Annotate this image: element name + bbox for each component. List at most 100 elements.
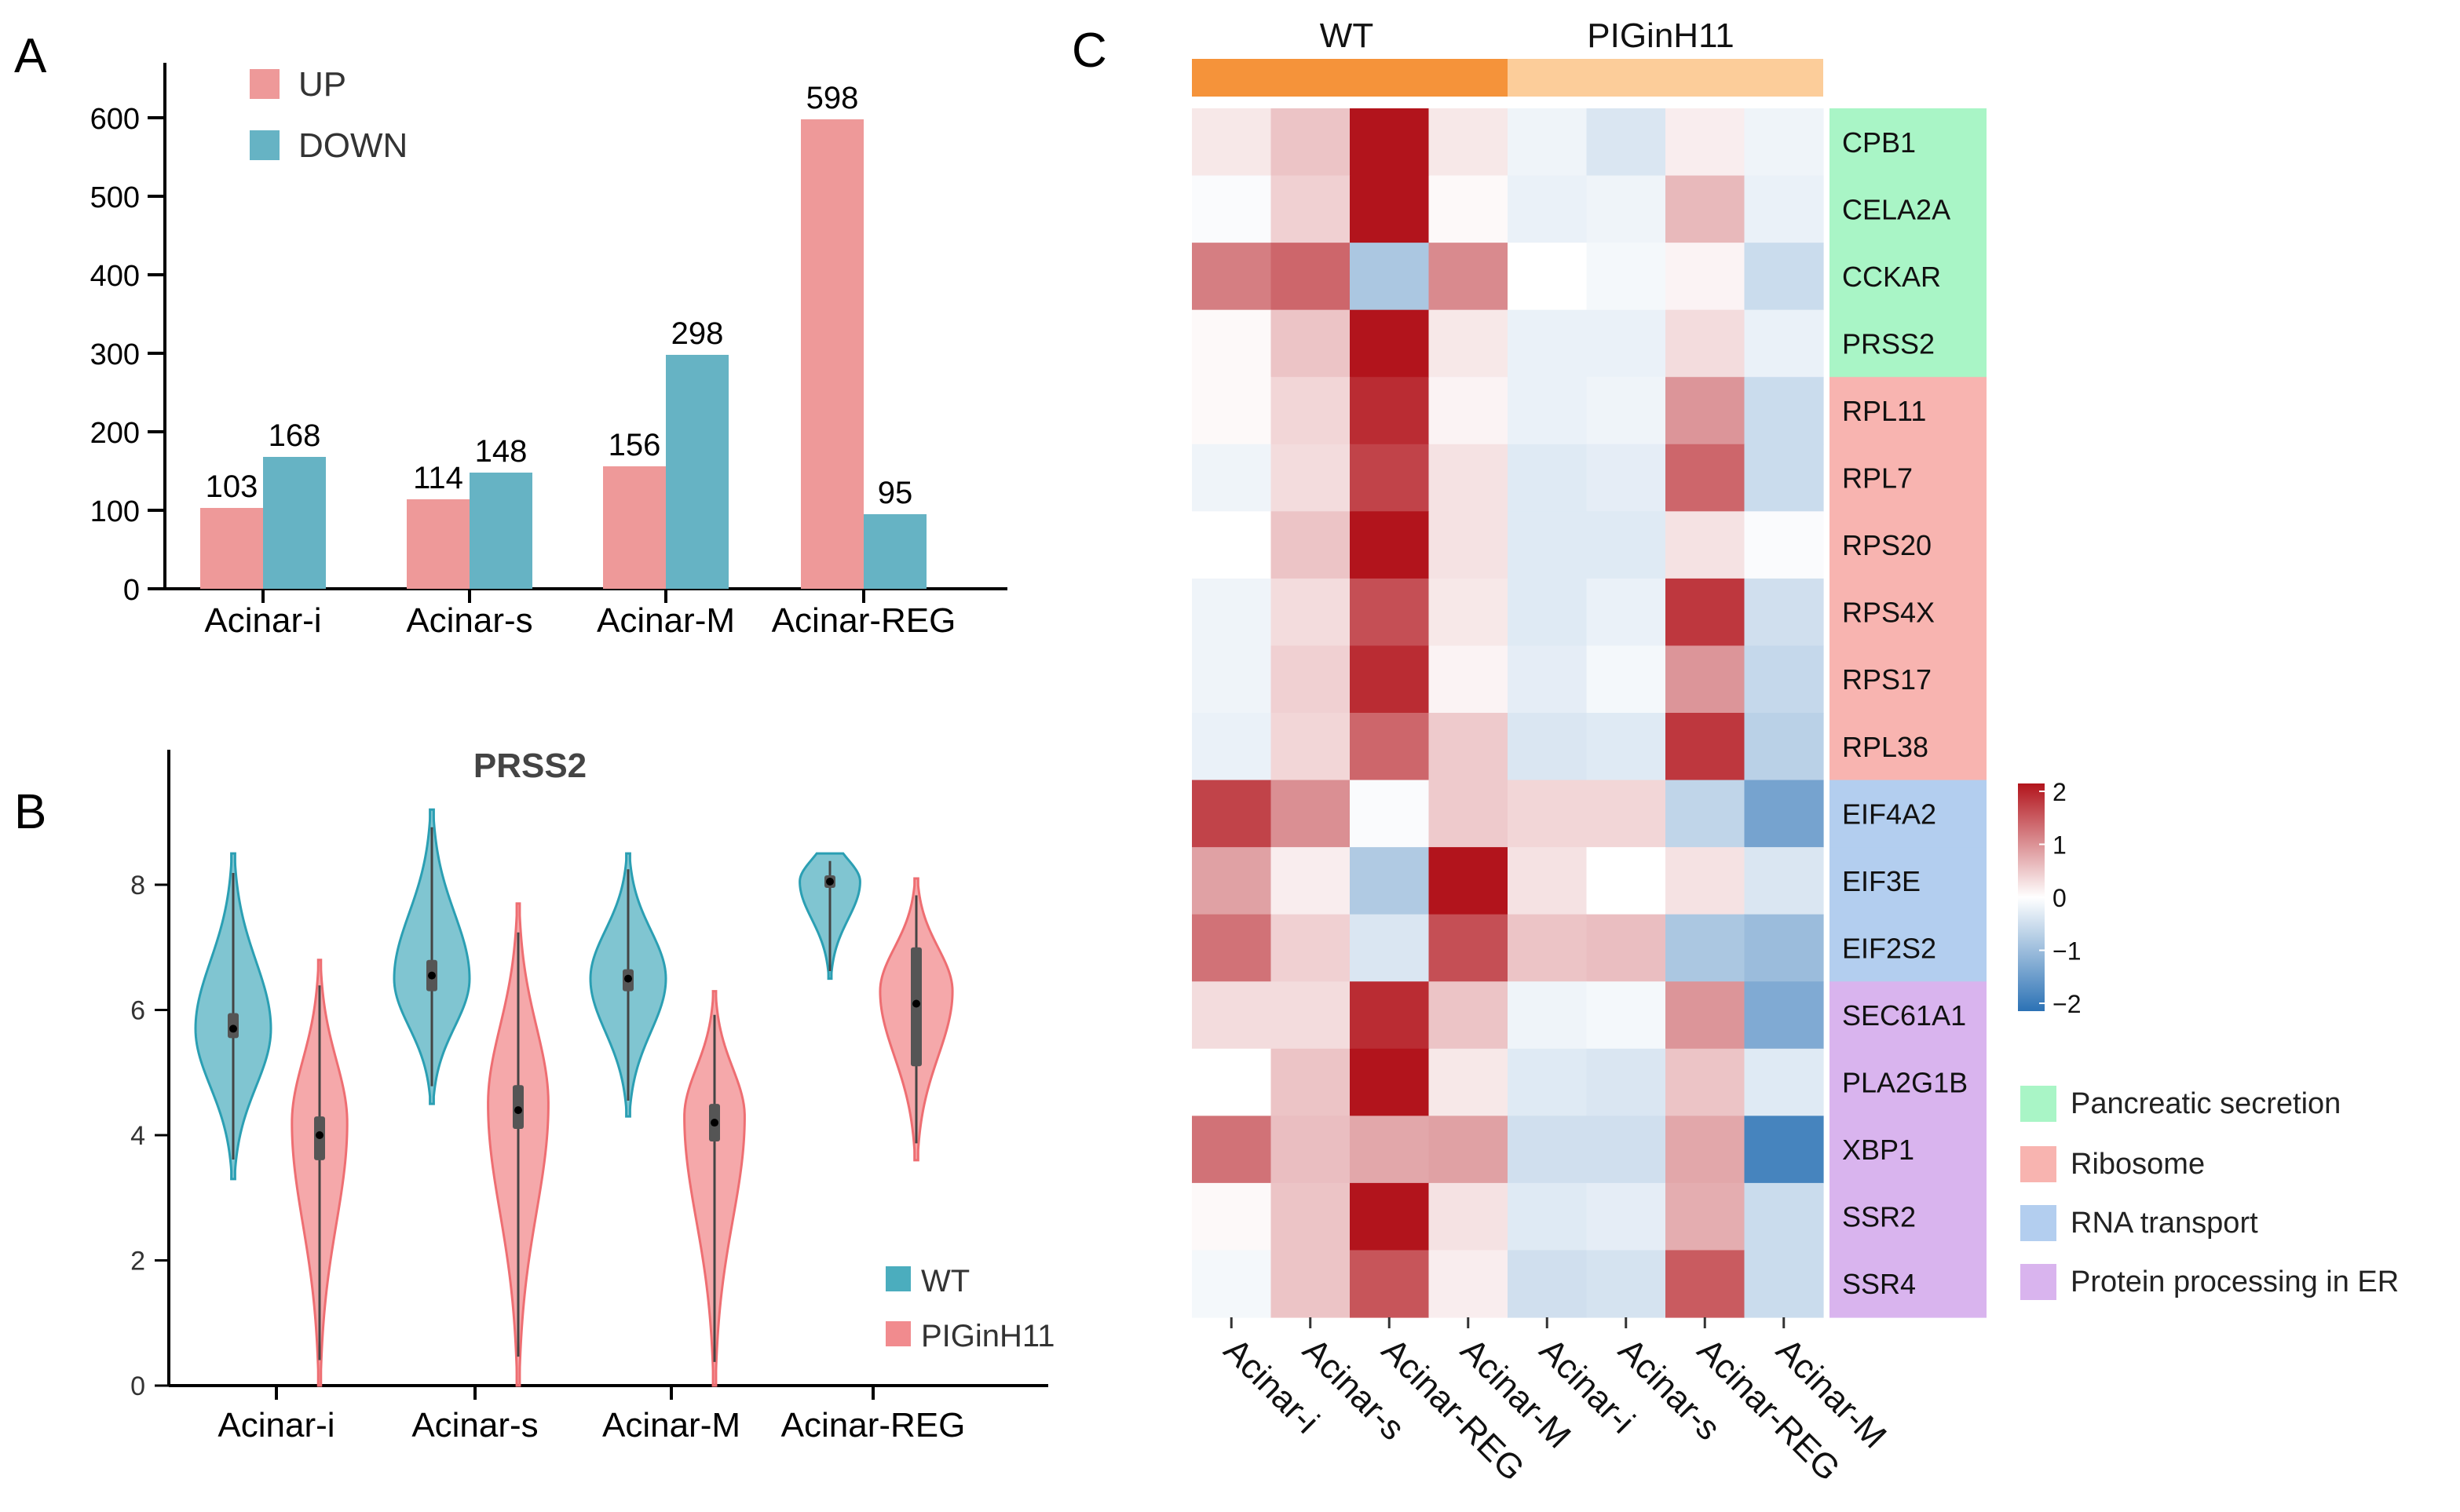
chart-a-x-tick-label: Acinar-s	[406, 601, 532, 640]
heatmap-cell	[1350, 981, 1430, 1050]
chart-b-y-tick-label: 4	[130, 1121, 145, 1151]
chart-b-y-tick-label: 0	[130, 1371, 145, 1401]
heatmap-cell	[1350, 914, 1430, 982]
heatmap-cell	[1428, 1048, 1508, 1116]
chart-a-bar-down	[666, 355, 729, 589]
heatmap-cell	[1586, 175, 1666, 243]
panel-label-c: C	[1072, 24, 1107, 78]
heatmap-cell	[1665, 243, 1745, 311]
colorbar-tick-label: 2	[2052, 778, 2067, 806]
heatmap-cell	[1192, 713, 1272, 781]
heatmap-cell	[1508, 309, 1588, 378]
heatmap-row-label: EIF3E	[1842, 865, 1921, 897]
heatmap-cell	[1192, 981, 1272, 1050]
chart-b-median-dot	[514, 1106, 522, 1115]
violin-chart-panel-b: PRSS2 WT PIGinH11 0 2 4 6 8 Acinar-i Acinar-s A…	[130, 747, 1055, 1444]
heatmap-cell	[1350, 847, 1430, 915]
heatmap-cell	[1428, 981, 1508, 1050]
colorbar-tick-label: −1	[2052, 937, 2081, 966]
chart-b-median-dot	[711, 1119, 718, 1127]
heatmap-cell	[1665, 1048, 1745, 1116]
heatmap-cell	[1586, 847, 1666, 915]
heatmap-cell	[1744, 914, 1824, 982]
heatmap-cell	[1508, 1116, 1588, 1184]
heatmap-cell	[1586, 377, 1666, 445]
heatmap-cell	[1586, 713, 1666, 781]
chart-b-x-tick-label: Acinar-i	[217, 1406, 334, 1444]
heatmap-cell	[1744, 377, 1824, 445]
heatmap-pathway-band	[1829, 578, 1987, 647]
heatmap-group-bar-wt	[1192, 59, 1508, 97]
heatmap-pathway-band	[1829, 175, 1987, 243]
chart-a-bar-up	[200, 508, 263, 589]
heatmap-cell	[1350, 511, 1430, 579]
heatmap-cell	[1665, 377, 1745, 445]
heatmap-cell	[1665, 1182, 1745, 1251]
pathway-legend-swatch-ribosome	[2020, 1146, 2056, 1182]
chart-b-legend-swatch-wt	[886, 1266, 911, 1291]
heatmap-cell	[1665, 108, 1745, 177]
heatmap-cell	[1586, 1048, 1666, 1116]
heatmap-cell	[1744, 1182, 1824, 1251]
heatmap-cell	[1350, 444, 1430, 512]
chart-a-y-tick-label: 400	[90, 260, 140, 293]
heatmap-cell	[1428, 1182, 1508, 1251]
chart-a-legend-swatch-down	[250, 130, 280, 160]
heatmap-pathway-band	[1829, 309, 1987, 378]
heatmap-pathway-band	[1829, 243, 1987, 311]
heatmap-cell	[1744, 578, 1824, 647]
heatmap-cell	[1428, 713, 1508, 781]
heatmap-cell	[1270, 1048, 1351, 1116]
chart-b-median-dot	[229, 1024, 237, 1033]
heatmap-cell	[1350, 578, 1430, 647]
heatmap-cell	[1192, 914, 1272, 982]
heatmap-cell	[1508, 1048, 1588, 1116]
chart-a-bar-up	[603, 466, 666, 589]
chart-b-legend-label-pig: PIGinH11	[921, 1319, 1055, 1353]
heatmap-cell	[1586, 511, 1666, 579]
chart-b-title: PRSS2	[473, 747, 587, 785]
heatmap-cell	[1665, 444, 1745, 512]
heatmap-pathway-band	[1829, 1048, 1987, 1116]
heatmap-pathway-band	[1829, 914, 1987, 982]
heatmap-cell	[1665, 1116, 1745, 1184]
heatmap-cell	[1665, 511, 1745, 579]
heatmap-cell	[1192, 309, 1272, 378]
chart-a-legend-label-up: UP	[298, 65, 346, 104]
chart-a-bar-down	[470, 473, 532, 589]
heatmap-cell	[1508, 444, 1588, 512]
chart-b-median-dot	[912, 999, 920, 1008]
heatmap-group-label-wt: WT	[1320, 16, 1373, 55]
chart-a-data-label: 114	[413, 461, 463, 495]
heatmap-row-label: CPB1	[1842, 126, 1916, 159]
heatmap-cell	[1192, 1182, 1272, 1251]
heatmap-row-label: RPL38	[1842, 731, 1928, 763]
heatmap-cell	[1270, 444, 1351, 512]
heatmap-cell	[1350, 645, 1430, 714]
heatmap-cell	[1744, 511, 1824, 579]
heatmap-pathway-band	[1829, 1182, 1987, 1251]
heatmap-cell	[1508, 713, 1588, 781]
heatmap-cell	[1192, 1116, 1272, 1184]
chart-b-median-dot	[826, 878, 834, 886]
chart-b-x-tick-label: Acinar-s	[411, 1406, 538, 1444]
heatmap-cell	[1350, 713, 1430, 781]
chart-b-y-tick-label: 2	[130, 1247, 145, 1276]
chart-a-data-label: 95	[878, 476, 913, 510]
heatmap-cell	[1270, 847, 1351, 915]
pathway-legend-swatch-rna	[2020, 1205, 2056, 1241]
heatmap-pathway-band	[1829, 1250, 1987, 1318]
heatmap-cell	[1350, 108, 1430, 177]
heatmap-cell	[1428, 1116, 1508, 1184]
heatmap-row-label: EIF4A2	[1842, 798, 1936, 830]
heatmap-cell	[1744, 243, 1824, 311]
heatmap-cell	[1508, 847, 1588, 915]
heatmap-cell	[1428, 780, 1508, 848]
heatmap-cell	[1192, 175, 1272, 243]
heatmap-cell	[1744, 645, 1824, 714]
pathway-legend-swatch-protein	[2020, 1264, 2056, 1300]
heatmap-cell	[1270, 981, 1351, 1050]
chart-b-x-tick-label: Acinar-M	[602, 1406, 740, 1444]
colorbar-tick-label: 0	[2052, 884, 2067, 912]
heatmap-cell	[1744, 1250, 1824, 1318]
